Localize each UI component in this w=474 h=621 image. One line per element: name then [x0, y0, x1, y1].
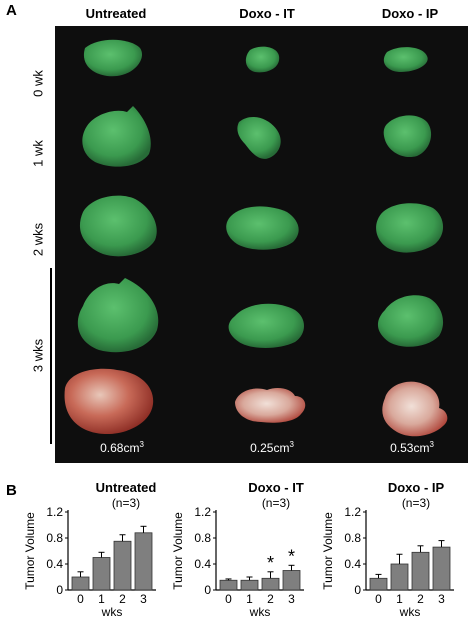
bar-0: [219, 579, 238, 591]
y-axis-label: Tumor Volume: [321, 512, 335, 590]
tumor-doxo-ip-3wks: [377, 295, 444, 347]
chart-title-doxo-ip: Doxo - IP: [387, 480, 445, 495]
tumor-doxo-it-1wk: [237, 116, 281, 159]
y-tick-label: 1.2: [46, 505, 63, 519]
bar-3: [134, 532, 153, 591]
bar-2: [261, 577, 280, 591]
panel-a-label: A: [6, 2, 17, 19]
bar-3: [282, 570, 301, 591]
x-tick-label: 2: [119, 592, 126, 606]
tumor-photo-doxo-it: [235, 388, 306, 423]
tumor-untreated-2wks: [79, 195, 157, 257]
x-tick-label: 0: [77, 592, 84, 606]
tumor-untreated-0wk: [83, 39, 143, 77]
x-tick-label: 0: [225, 592, 232, 606]
bar-2: [411, 551, 430, 591]
y-tick-label: 0.4: [344, 557, 361, 571]
y-tick-label: 0: [56, 583, 63, 597]
tumor-doxo-ip-1wk: [383, 115, 432, 158]
y-axis-label: Tumor Volume: [23, 512, 37, 590]
y-tick-label: 0: [354, 583, 361, 597]
y-tick-label: 0: [204, 583, 211, 597]
tumor-photo-doxo-ip: [382, 381, 448, 437]
chart-title-doxo-it: Doxo - IT: [248, 480, 304, 495]
tumor-doxo-it-2wks: [226, 206, 299, 250]
bar-1: [92, 557, 111, 591]
significance-asterisk: *: [288, 546, 295, 566]
tumor-doxo-ip-2wks: [376, 203, 444, 253]
column-header-untreated: Untreated: [85, 6, 147, 21]
bar-0: [71, 576, 90, 591]
bar-3: [432, 546, 451, 591]
row-label-3wks: 3 wks: [30, 338, 46, 373]
chart-title-untreated: Untreated: [95, 480, 157, 495]
x-tick-label: 3: [438, 592, 445, 606]
bar-0: [369, 577, 388, 591]
tumor-doxo-it-3wks: [228, 303, 304, 348]
row-label-1wk: 1 wk: [30, 140, 46, 167]
tumor-image-grid: [55, 26, 468, 463]
tumor-untreated-3wks: [77, 278, 159, 353]
column-header-doxo-it: Doxo - IT: [239, 6, 295, 21]
bar-2: [113, 540, 132, 591]
x-tick-label: 2: [417, 592, 424, 606]
chart-n-doxo-it: (n=3): [261, 496, 291, 510]
y-tick-label: 0.4: [46, 557, 63, 571]
x-tick-label: 2: [267, 592, 274, 606]
chart-n-doxo-ip: (n=3): [401, 496, 431, 510]
row-bracket-3wks: [50, 268, 52, 444]
tumor-renderings: [64, 39, 448, 437]
x-axis-label: wks: [101, 605, 123, 619]
tumor-photo-untreated: [64, 368, 154, 434]
x-tick-label: 1: [396, 592, 403, 606]
y-tick-label: 1.2: [344, 505, 361, 519]
y-tick-label: 0.4: [194, 557, 211, 571]
x-tick-label: 1: [98, 592, 105, 606]
x-tick-label: 0: [375, 592, 382, 606]
volume-caption-doxo-ip: 0.53cm3: [390, 440, 434, 455]
chart-n-untreated: (n=3): [111, 496, 141, 510]
bar-1: [390, 563, 409, 591]
y-tick-label: 0.8: [194, 531, 211, 545]
x-axis-label: wks: [249, 605, 271, 619]
x-tick-label: 3: [288, 592, 295, 606]
panel-b-label: B: [6, 482, 17, 499]
x-tick-label: 1: [246, 592, 253, 606]
tumor-untreated-1wk: [82, 106, 151, 167]
volume-caption-doxo-it: 0.25cm3: [250, 440, 294, 455]
tumor-doxo-it-0wk: [245, 46, 280, 73]
y-axis-label: Tumor Volume: [171, 512, 185, 590]
significance-asterisk: *: [267, 553, 274, 573]
x-tick-label: 3: [140, 592, 147, 606]
x-axis-label: wks: [399, 605, 421, 619]
bar-1: [240, 579, 259, 591]
y-tick-label: 0.8: [46, 531, 63, 545]
tumor-doxo-ip-0wk: [383, 47, 428, 72]
row-label-2wks: 2 wks: [30, 222, 46, 257]
column-header-doxo-ip: Doxo - IP: [381, 6, 439, 21]
row-label-0wk: 0 wk: [30, 70, 46, 97]
volume-caption-untreated: 0.68cm3: [100, 440, 144, 455]
y-tick-label: 0.8: [344, 531, 361, 545]
y-tick-label: 1.2: [194, 505, 211, 519]
